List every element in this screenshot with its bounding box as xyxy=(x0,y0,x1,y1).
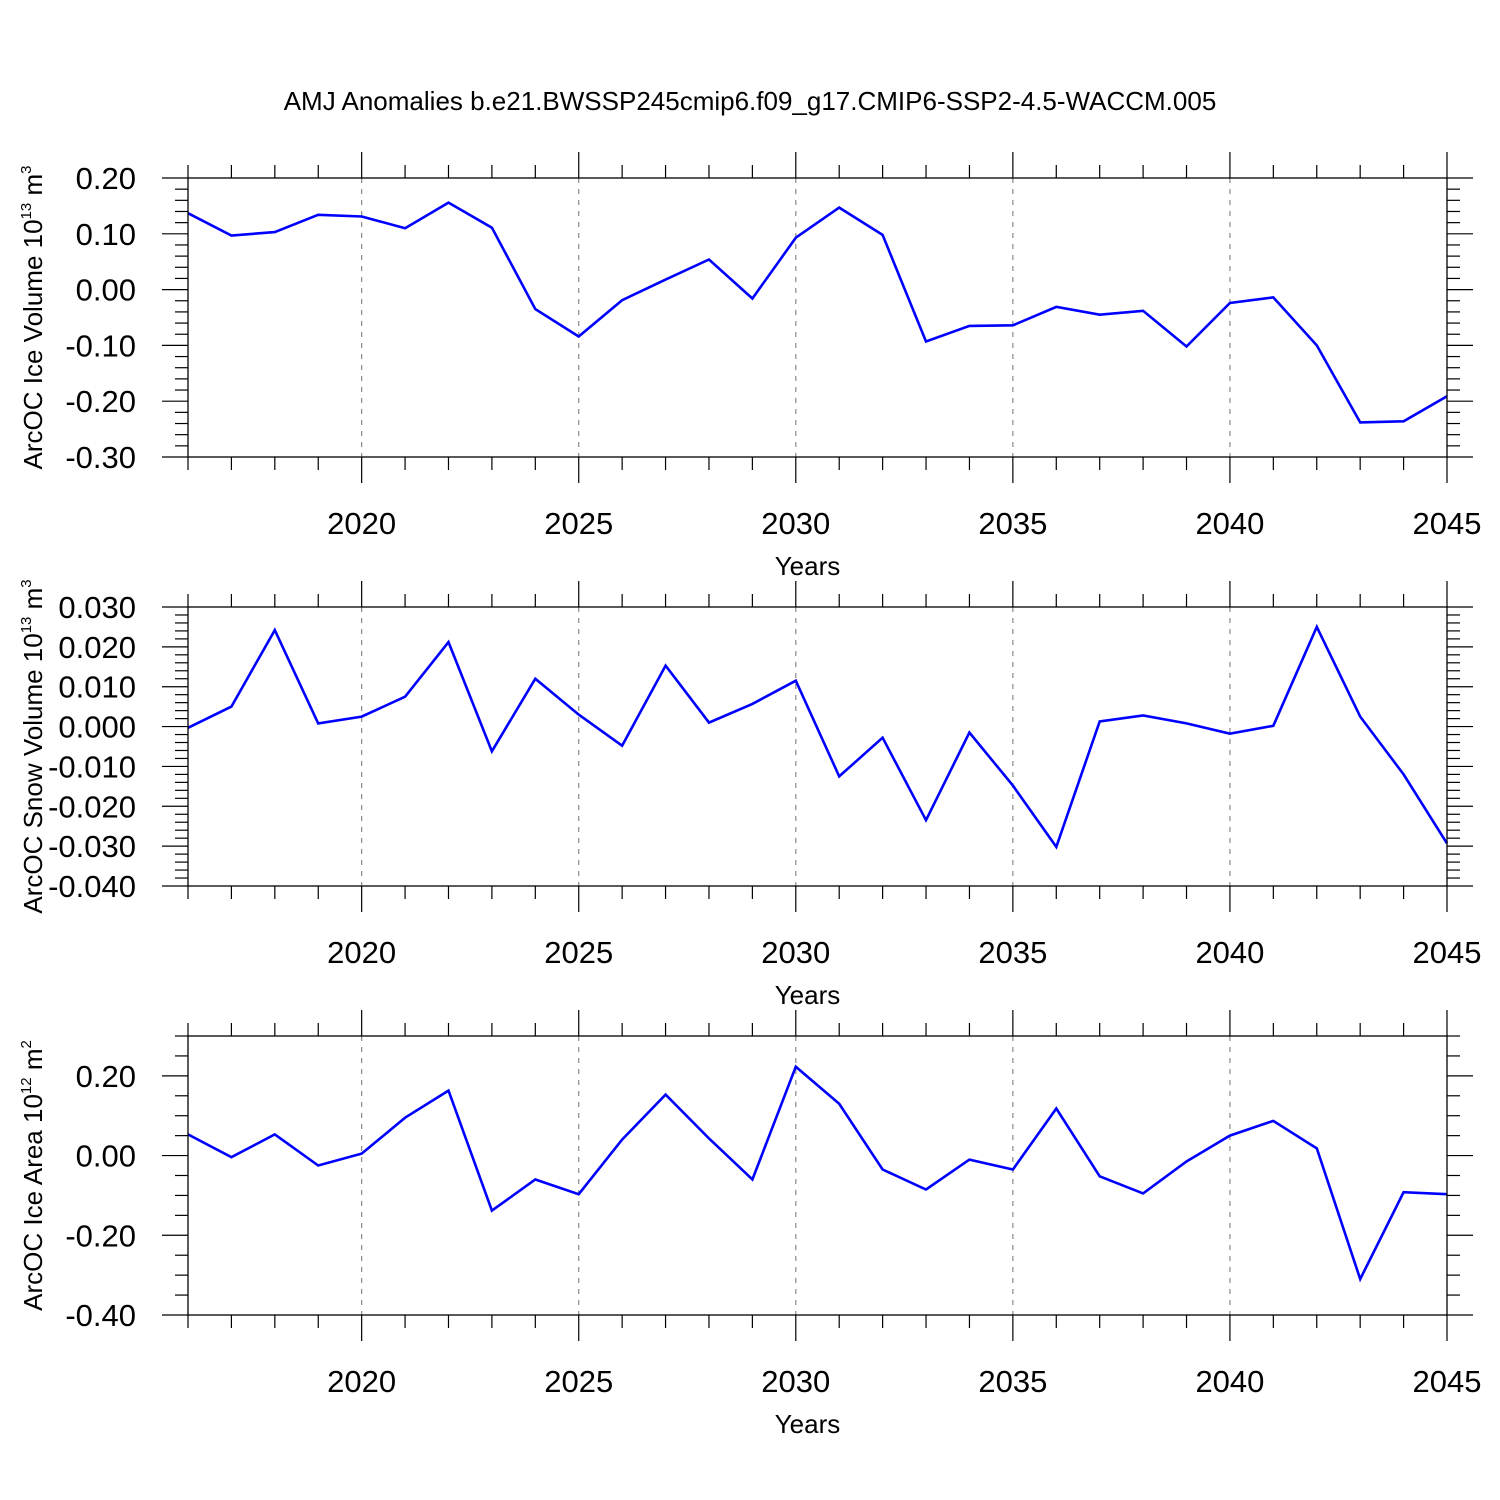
plot-frame xyxy=(187,177,1448,458)
x-tick-label: 2035 xyxy=(978,935,1047,970)
y-axis-label-exponent: 12 xyxy=(18,1077,35,1094)
y-tick-label: -0.010 xyxy=(48,749,136,784)
y-tick-label: -0.40 xyxy=(65,1298,136,1333)
y-tick-label: -0.20 xyxy=(65,1218,136,1253)
y-tick-label: -0.10 xyxy=(65,328,136,363)
y-tick-label: -0.020 xyxy=(48,789,136,824)
x-tick-label: 2035 xyxy=(978,1364,1047,1399)
data-line-snow-volume xyxy=(187,623,1449,850)
x-tick-label: 2045 xyxy=(1413,506,1482,541)
y-tick-label: -0.030 xyxy=(48,829,136,864)
x-tick-label: 2030 xyxy=(761,935,830,970)
y-tick-label: 0.020 xyxy=(58,630,136,665)
y-axis-label-unit-exponent: 3 xyxy=(18,579,35,587)
y-tick-label: -0.20 xyxy=(65,384,136,419)
figure-title: AMJ Anomalies b.e21.BWSSP245cmip6.f09_g1… xyxy=(284,86,1217,116)
y-tick-label: 0.20 xyxy=(76,1059,136,1094)
y-axis-label-unit-exponent: 3 xyxy=(18,166,35,174)
y-axis-label-unit: m xyxy=(18,588,48,617)
x-tick-label: 2020 xyxy=(327,935,396,970)
y-axis-label: ArcOC Ice Volume 1013 m3 xyxy=(18,166,48,470)
y-axis-label-text: ArcOC Snow Volume 10 xyxy=(18,633,48,913)
x-tick-label: 2035 xyxy=(978,506,1047,541)
y-axis-label-unit-exponent: 2 xyxy=(18,1040,35,1048)
panel-snow-volume: 2020 2025 2030 2035 2040 2045 Years -0.040 -0.03… xyxy=(18,579,1481,1010)
y-tick-label: -0.30 xyxy=(65,440,136,475)
panel-ice-area: 2020 2025 2030 2035 2040 2045 Years -0.40 -0.20 0… xyxy=(18,1010,1481,1439)
x-tick-label: 2040 xyxy=(1195,506,1264,541)
x-axis-label: Years xyxy=(775,551,841,581)
data-line-ice-volume xyxy=(187,201,1448,424)
x-tick-label: 2025 xyxy=(544,506,613,541)
y-tick-label: 0.00 xyxy=(76,273,136,308)
y-tick-label: 0.010 xyxy=(58,670,136,705)
x-tick-label: 2030 xyxy=(761,506,830,541)
x-tick-label: 2025 xyxy=(544,1364,613,1399)
y-axis-label-unit: m xyxy=(18,174,48,203)
y-tick-label: 0.030 xyxy=(58,590,136,625)
y-tick-label: 0.10 xyxy=(76,217,136,252)
panel-ice-volume: 2020 2025 2030 2035 2040 2045 Years -0.30 -0.20 -… xyxy=(18,152,1481,581)
x-axis-label: Years xyxy=(775,980,841,1010)
x-tick-label: 2045 xyxy=(1413,1364,1482,1399)
data-line-ice-area xyxy=(187,1064,1448,1283)
x-tick-label: 2025 xyxy=(544,935,613,970)
x-tick-label: 2020 xyxy=(327,506,396,541)
y-axis-label-exponent: 13 xyxy=(18,617,35,634)
x-tick-label: 2040 xyxy=(1195,935,1264,970)
y-axis-label-exponent: 13 xyxy=(18,203,35,220)
y-axis-label: ArcOC Ice Area 1012 m2 xyxy=(18,1040,48,1311)
y-axis-label-text: ArcOC Ice Area 10 xyxy=(18,1094,48,1311)
x-tick-label: 2020 xyxy=(327,1364,396,1399)
y-axis-label-text: ArcOC Ice Volume 10 xyxy=(18,219,48,469)
y-axis-label-unit: m xyxy=(18,1049,48,1078)
plot-frame xyxy=(187,606,1448,887)
y-axis-label: ArcOC Snow Volume 1013 m3 xyxy=(18,579,48,913)
x-axis-label: Years xyxy=(775,1409,841,1439)
x-tick-label: 2040 xyxy=(1195,1364,1264,1399)
x-tick-label: 2045 xyxy=(1413,935,1482,970)
plot-frame xyxy=(187,1035,1448,1316)
y-tick-label: -0.040 xyxy=(48,869,136,904)
y-tick-label: 0.20 xyxy=(76,161,136,196)
x-tick-label: 2030 xyxy=(761,1364,830,1399)
y-tick-label: 0.000 xyxy=(58,710,136,745)
y-tick-label: 0.00 xyxy=(76,1139,136,1174)
panels: 2020 2025 2030 2035 2040 2045 Years -0.30 -0.20 -… xyxy=(18,152,1481,1439)
